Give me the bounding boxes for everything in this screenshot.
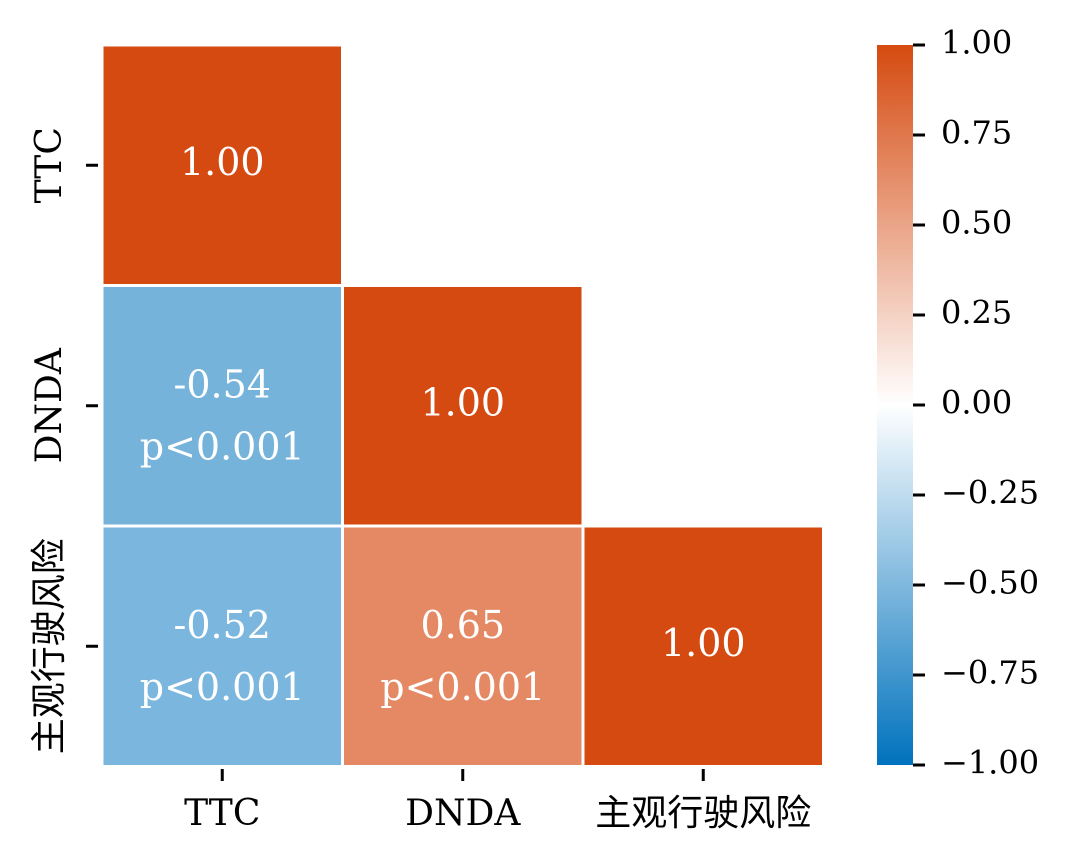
heatmap-cell [581,524,825,768]
colorbar-gradient [877,45,913,765]
colorbar-tick-label: −1.00 [941,744,1039,782]
colorbar-tick-label: 0.25 [941,294,1012,332]
heatmap-cell [100,524,344,768]
heatmap-cells: 1.00 -0.54 p<0.001 1.00 -0.52 p<0.001 0.65 p<0.… [100,43,825,768]
y-tick-label: TTC [29,127,70,203]
y-tick-label: DNDA [29,347,70,463]
cell-value-label: 1.00 [420,380,505,424]
cell-value-label: -0.52 [174,603,271,647]
colorbar-tick-label: 1.00 [941,24,1012,62]
x-tick-label: DNDA [405,793,521,834]
heatmap-cell [100,284,344,528]
heatmap-cell [341,524,585,768]
y-tick-label: 主观行驶风险 [29,538,70,754]
cell-p-label: p<0.001 [380,665,545,709]
cell-value-label: 1.00 [661,621,746,665]
cell-p-label: p<0.001 [140,665,305,709]
heatmap-cell [100,43,344,287]
colorbar-tick-label: −0.25 [941,474,1039,512]
colorbar-tick-label: −0.75 [941,654,1039,692]
colorbar-tick-label: 0.50 [941,204,1012,242]
colorbar-tick-label: 0.00 [941,384,1012,422]
cell-value-label: -0.54 [174,362,271,406]
colorbar-tick-label: 0.75 [941,114,1012,152]
colorbar-tick-label: −0.50 [941,564,1039,602]
heatmap-cell [341,284,585,528]
cell-p-label: p<0.001 [140,424,305,468]
x-tick-label: 主观行驶风险 [595,793,811,834]
x-tick-label: TTC [184,793,260,834]
colorbar: 1.00 0.75 0.50 0.25 0.00 −0.25 −0.50 −0.75 −1.00 [877,24,1039,782]
cell-value-label: 1.00 [180,140,265,184]
cell-value-label: 0.65 [420,603,505,647]
